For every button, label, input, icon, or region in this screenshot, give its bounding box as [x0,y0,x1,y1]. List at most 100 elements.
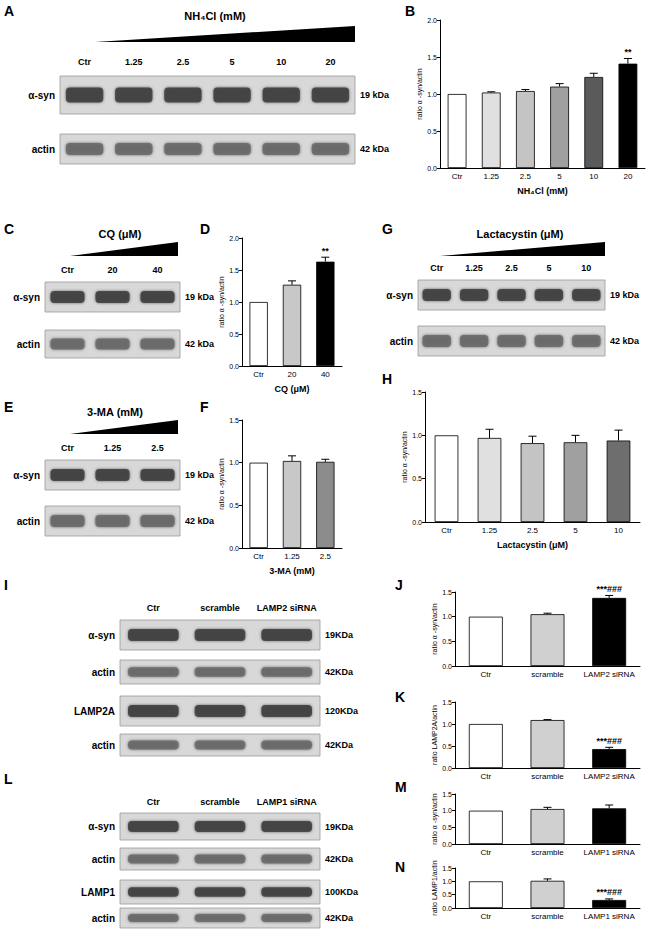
svg-text:C: C [4,221,14,237]
svg-text:ratio α -syn/actin: ratio α -syn/actin [416,68,424,120]
svg-text:0.5: 0.5 [442,824,452,831]
svg-text:scramble: scramble [531,670,564,679]
svg-text:1.5: 1.5 [442,589,452,596]
svg-text:ratio LAMP2A/actin: ratio LAMP2A/actin [431,705,438,765]
svg-text:ratio LAMP1/actin: ratio LAMP1/actin [431,860,438,915]
svg-text:Ctr: Ctr [147,603,160,613]
svg-text:ratio α -syn/actin: ratio α -syn/actin [431,603,439,655]
svg-text:actin: actin [390,336,413,347]
svg-text:LAMP1 siRNA: LAMP1 siRNA [257,797,318,807]
svg-text:F: F [200,399,209,415]
svg-text:0.0: 0.0 [412,519,422,526]
svg-text:actin: actin [92,667,115,678]
svg-text:1.25: 1.25 [482,526,498,535]
svg-text:actin: actin [17,516,40,527]
svg-text:1.0: 1.0 [229,299,239,306]
svg-text:Ctr: Ctr [441,526,452,535]
svg-text:2.5: 2.5 [520,172,532,181]
svg-text:Ctr: Ctr [61,265,74,275]
svg-text:LAMP1 siRNA: LAMP1 siRNA [584,912,636,921]
svg-text:1.25: 1.25 [125,57,143,67]
svg-text:2.0: 2.0 [427,17,437,24]
svg-text:actin: actin [92,854,115,865]
svg-text:α-syn: α-syn [13,292,40,303]
svg-text:0.0: 0.0 [442,765,452,772]
svg-text:100KDa: 100KDa [325,887,359,897]
svg-text:19 kDa: 19 kDa [185,470,215,480]
svg-text:K: K [395,689,405,705]
svg-text:ratio α -syn/actin: ratio α -syn/actin [218,276,226,328]
svg-text:Ctr: Ctr [61,443,74,453]
svg-text:NH₄Cl (mM): NH₄Cl (mM) [184,10,246,22]
svg-text:α-syn: α-syn [88,821,115,832]
svg-text:2.5: 2.5 [527,526,539,535]
svg-text:10: 10 [276,57,286,67]
svg-text:1.5: 1.5 [229,267,239,274]
svg-text:19 kDa: 19 kDa [610,290,640,300]
svg-text:1.0: 1.0 [412,432,422,439]
svg-text:19KDa: 19KDa [325,630,354,640]
svg-text:H: H [382,371,392,387]
svg-text:0.5: 0.5 [442,743,452,750]
svg-text:α-syn: α-syn [28,90,55,101]
svg-text:1.0: 1.0 [229,459,239,466]
svg-text:1.25: 1.25 [284,552,300,561]
svg-text:CQ (μM): CQ (μM) [99,228,142,240]
svg-text:5: 5 [573,526,578,535]
svg-text:19 kDa: 19 kDa [185,292,215,302]
svg-text:19 kDa: 19 kDa [360,90,390,100]
svg-text:1.25: 1.25 [483,172,499,181]
svg-text:scramble: scramble [531,912,564,921]
svg-text:1.0: 1.0 [442,613,452,620]
svg-text:actin: actin [92,913,115,924]
svg-text:0.0: 0.0 [229,545,239,552]
svg-text:0.5: 0.5 [442,891,452,898]
svg-text:2.5: 2.5 [505,263,518,273]
svg-text:0.0: 0.0 [442,905,452,912]
svg-text:2.0: 2.0 [229,235,239,242]
svg-text:B: B [405,3,415,19]
svg-text:scramble: scramble [200,603,240,613]
svg-text:NH₄Cl (mM): NH₄Cl (mM) [517,186,567,196]
svg-text:10: 10 [614,526,623,535]
svg-text:scramble: scramble [200,797,240,807]
svg-text:20: 20 [288,370,297,379]
svg-text:0.5: 0.5 [412,475,422,482]
svg-text:0.0: 0.0 [427,165,437,172]
svg-text:1.0: 1.0 [442,878,452,885]
svg-text:α-syn: α-syn [13,470,40,481]
svg-text:actin: actin [32,144,55,155]
svg-text:120KDa: 120KDa [325,706,359,716]
svg-text:ratio α -syn/actin: ratio α -syn/actin [218,458,226,510]
svg-text:actin: actin [92,740,115,751]
svg-text:1.5: 1.5 [229,417,239,424]
svg-text:1.5: 1.5 [427,54,437,61]
svg-text:J: J [395,577,403,593]
svg-text:**: ** [624,47,632,57]
svg-text:LAMP1: LAMP1 [81,887,115,898]
svg-text:42 kDa: 42 kDa [360,144,390,154]
svg-text:**: ** [322,246,330,256]
svg-text:1.0: 1.0 [427,91,437,98]
svg-text:1.5: 1.5 [442,699,452,706]
svg-text:1.5: 1.5 [412,389,422,396]
svg-text:10: 10 [581,263,591,273]
svg-text:LAMP2 siRNA: LAMP2 siRNA [584,772,636,781]
svg-text:42 kDa: 42 kDa [185,516,215,526]
svg-text:2.5: 2.5 [320,552,332,561]
svg-text:***###: ***### [596,887,622,897]
svg-text:19KDa: 19KDa [325,822,354,832]
svg-text:LAMP2 siRNA: LAMP2 siRNA [257,603,318,613]
svg-text:0.5: 0.5 [229,331,239,338]
svg-text:LAMP2 siRNA: LAMP2 siRNA [584,670,636,679]
svg-text:0.5: 0.5 [427,128,437,135]
svg-text:Ctr: Ctr [480,772,491,781]
svg-text:2.5: 2.5 [177,57,190,67]
svg-text:Ctr: Ctr [147,797,160,807]
svg-text:42KDa: 42KDa [325,667,354,677]
svg-text:1.0: 1.0 [442,721,452,728]
svg-text:3-MA (mM): 3-MA (mM) [87,406,143,418]
svg-text:20: 20 [325,57,335,67]
svg-text:3-MA (mM): 3-MA (mM) [269,566,315,576]
svg-text:scramble: scramble [531,772,564,781]
